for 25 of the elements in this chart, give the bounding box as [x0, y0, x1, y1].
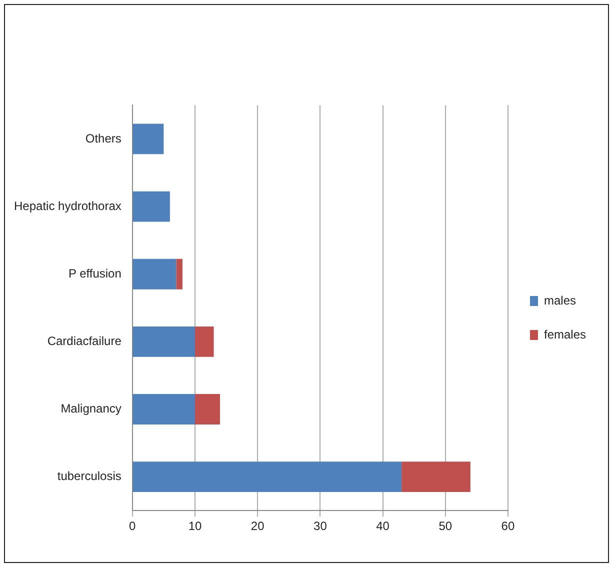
x-tick-label: 40	[376, 519, 390, 534]
bar	[176, 258, 182, 290]
legend-label: males	[544, 293, 576, 308]
x-tick-label: 0	[129, 519, 136, 534]
bar	[402, 462, 470, 492]
bar	[132, 326, 195, 357]
legend-label: females	[544, 327, 586, 342]
y-tick-label: Malignancy	[60, 402, 122, 416]
bar	[132, 462, 402, 492]
x-tick-label: 30	[314, 519, 328, 534]
x-tick-label: 50	[438, 519, 452, 534]
y-tick-label: tuberculosis	[57, 469, 122, 484]
y-tick-label: P effusion	[68, 266, 122, 280]
y-tick-label: Cardiacfailure	[47, 334, 122, 348]
bar	[194, 394, 220, 424]
x-tick-label: 20	[250, 519, 265, 534]
y-tick-label: Hepatic hydrothorax	[14, 198, 122, 213]
x-tick-label: 10	[188, 519, 202, 534]
bar	[132, 394, 195, 424]
bar	[194, 326, 214, 357]
y-tick-label: Others	[85, 131, 122, 146]
bar	[132, 258, 176, 290]
bar	[132, 124, 164, 154]
bar	[132, 191, 170, 222]
x-tick-label: 60	[501, 519, 515, 534]
